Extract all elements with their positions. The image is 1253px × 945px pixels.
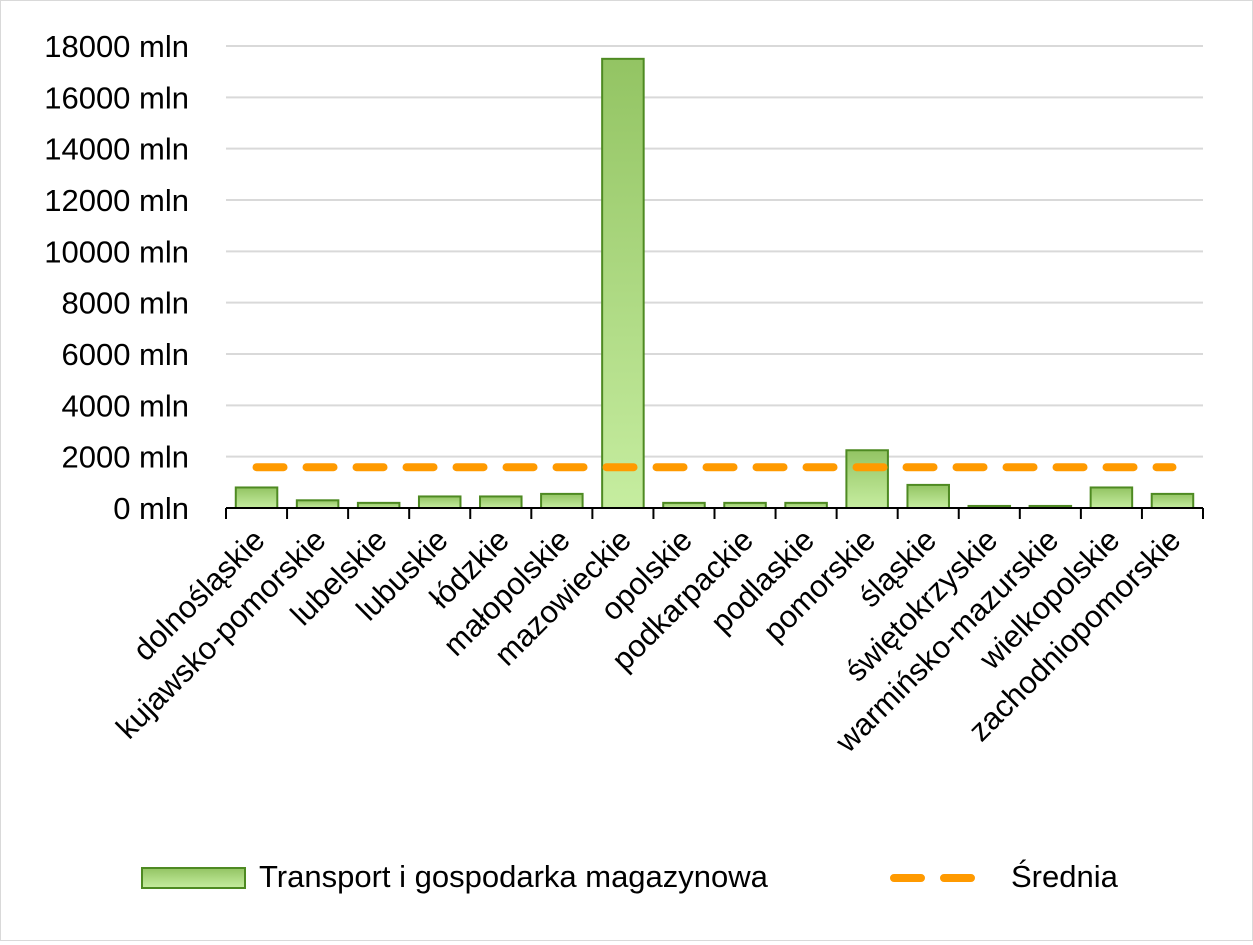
y-tick-label: 8000 mln	[61, 286, 189, 321]
y-tick-label: 4000 mln	[61, 388, 189, 423]
axes	[225, 507, 1204, 519]
x-tick-labels: dolnośląskiekujawsko-pomorskielubelskiel…	[109, 522, 1187, 759]
y-tick-label: 6000 mln	[61, 337, 189, 372]
bar-11	[845, 449, 889, 509]
y-tick-label: 10000 mln	[44, 234, 189, 269]
bar-1	[234, 486, 279, 510]
bar-2	[295, 499, 340, 509]
legend-bar-label: Transport i gospodarka magazynowa	[259, 859, 769, 894]
y-tick-labels: 0 mln 2000 mln 4000 mln 6000 mln 8000 mln 100…	[44, 29, 189, 526]
bar-7	[601, 57, 645, 509]
legend: Transport i gospodarka magazynowa Średni…	[141, 858, 1119, 894]
bar-4	[417, 495, 462, 510]
y-tick-label: 16000 mln	[44, 80, 189, 115]
gridlines	[226, 45, 1203, 458]
y-tick-label: 12000 mln	[44, 183, 189, 218]
y-tick-label: 2000 mln	[61, 440, 189, 475]
bar-5	[479, 495, 523, 510]
bar-16	[1150, 492, 1195, 509]
bar-6	[540, 492, 584, 509]
bars	[234, 57, 1195, 510]
legend-bar-swatch	[141, 867, 246, 889]
bar-12	[906, 483, 950, 509]
y-tick-label: 14000 mln	[44, 132, 189, 167]
y-tick-label: 18000 mln	[44, 29, 189, 64]
bar-15	[1089, 486, 1134, 510]
legend-average-label: Średnia	[1011, 858, 1119, 894]
y-tick-label: 0 mln	[113, 491, 189, 526]
